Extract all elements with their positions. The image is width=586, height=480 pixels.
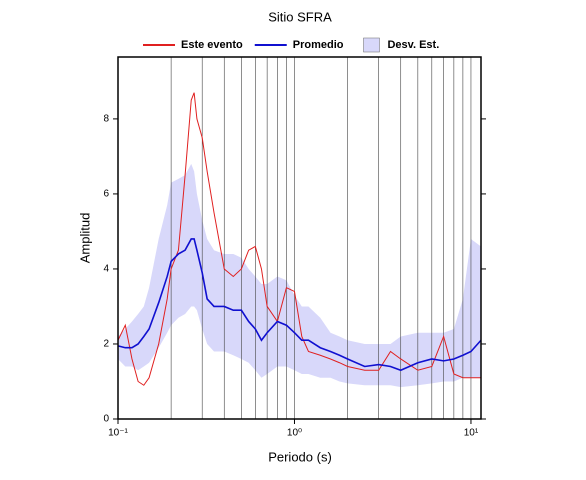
x-axis-label: Periodo (s): [268, 449, 332, 464]
x-tick-label: 10⁰: [287, 428, 302, 439]
y-tick-label: 4: [103, 264, 109, 275]
series-line: [117, 238, 482, 372]
y-tick-label: 2: [103, 339, 109, 350]
series-line: [117, 92, 481, 386]
legend-swatch: [363, 37, 380, 53]
legend-label: Promedio: [293, 39, 344, 51]
y-tick-label: 8: [103, 114, 109, 125]
legend-label: Desv. Est.: [387, 39, 439, 51]
x-tick-label: 10¹: [464, 428, 479, 439]
chart-title: Sitio SFRA: [268, 9, 332, 24]
legend-label: Este evento: [181, 39, 243, 51]
plot-frame: [117, 56, 482, 420]
y-axis-label: Amplitud: [77, 213, 92, 264]
std-band: [118, 163, 481, 388]
y-tick-label: 0: [103, 414, 109, 425]
y-tick-label: 6: [103, 189, 109, 200]
x-tick-label: 10⁻¹: [108, 428, 128, 439]
